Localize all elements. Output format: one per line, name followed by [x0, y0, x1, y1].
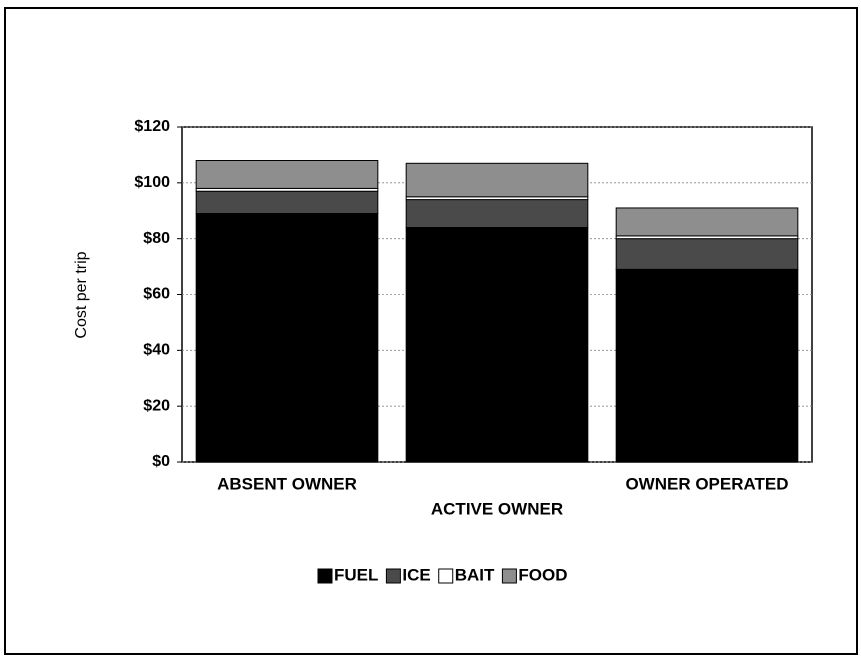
y-tick-label: $20	[143, 397, 170, 414]
bar-segment	[615, 207, 799, 237]
legend-label: FUEL	[334, 565, 378, 584]
legend-swatch	[385, 568, 401, 584]
legend-swatch	[317, 568, 333, 584]
legend-swatch	[501, 568, 517, 584]
y-tick-label: $120	[134, 118, 170, 135]
bar-segment	[615, 268, 799, 463]
legend-swatch	[438, 568, 454, 584]
y-axis-label: Cost per trip	[73, 251, 90, 338]
legend-label: BAIT	[455, 565, 495, 584]
bar-segment	[195, 190, 379, 215]
bar-segment	[405, 199, 589, 228]
y-tick-label: $40	[143, 342, 170, 359]
y-tick-label: $80	[143, 230, 170, 247]
x-tick-label: ABSENT OWNER	[217, 474, 357, 493]
legend-label: ICE	[402, 565, 430, 584]
bar-segment	[405, 227, 589, 463]
x-tick-label: ACTIVE OWNER	[431, 499, 563, 518]
x-tick-label: OWNER OPERATED	[625, 474, 788, 493]
legend-label: FOOD	[518, 565, 567, 584]
bar-segment	[615, 238, 799, 270]
bar-segment	[405, 162, 589, 198]
y-tick-label: $60	[143, 286, 170, 303]
bar-segment	[195, 213, 379, 463]
y-tick-label: $0	[152, 453, 170, 470]
y-tick-label: $100	[134, 174, 170, 191]
bar-segment	[195, 160, 379, 189]
